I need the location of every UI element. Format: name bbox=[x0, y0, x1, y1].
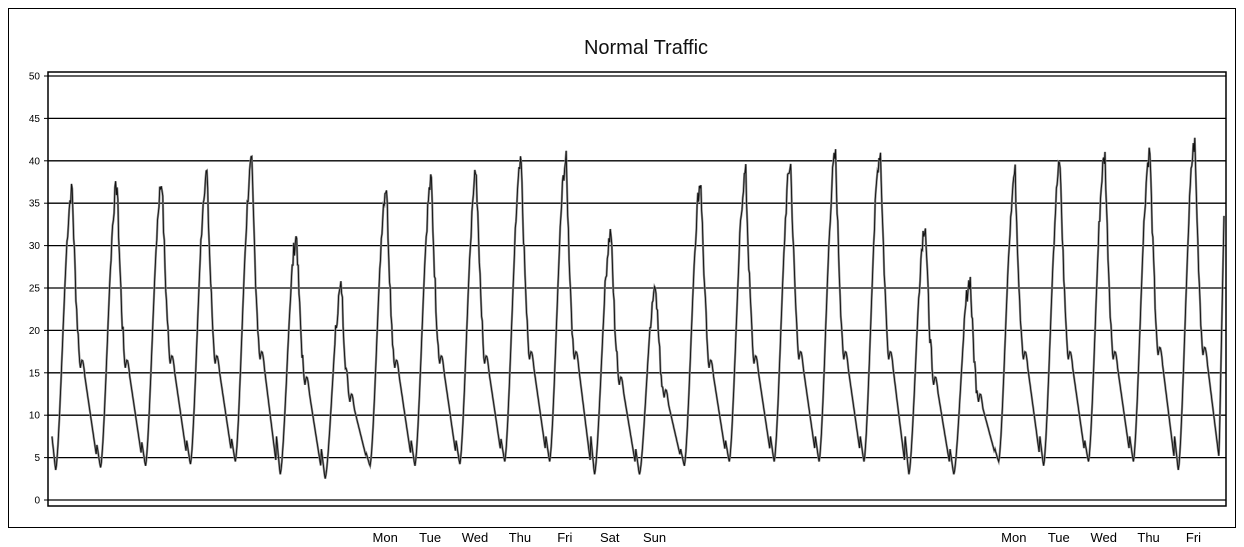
y-tick-label: 5 bbox=[34, 453, 40, 464]
plot-area-border bbox=[47, 71, 1227, 507]
y-tick-label: 40 bbox=[29, 156, 41, 167]
x-axis-day-labels: Mon Tue Wed Thu Fri Sat Sun Mon Tue Wed Thu Fri bbox=[373, 530, 1202, 545]
day-label: Mon bbox=[1001, 530, 1026, 545]
y-tick-label: 0 bbox=[34, 496, 40, 507]
y-tick-label: 25 bbox=[29, 284, 41, 295]
traffic-line bbox=[51, 137, 1225, 479]
day-label: Sun bbox=[643, 530, 666, 545]
chart-frame bbox=[8, 8, 1236, 528]
chart-title: Normal Traffic bbox=[584, 37, 708, 59]
day-label: Wed bbox=[1090, 530, 1117, 545]
y-axis: 0 5 10 15 20 25 30 35 40 45 50 bbox=[29, 72, 48, 507]
day-label: Fri bbox=[1186, 530, 1201, 545]
day-label: Thu bbox=[509, 530, 531, 545]
y-tick-label: 30 bbox=[29, 241, 41, 252]
day-label: Tue bbox=[1048, 530, 1070, 545]
day-label: Fri bbox=[557, 530, 572, 545]
y-tick-label: 20 bbox=[29, 326, 41, 337]
y-tick-label: 15 bbox=[29, 368, 41, 379]
day-label: Thu bbox=[1137, 530, 1159, 545]
day-label: Sat bbox=[600, 530, 620, 545]
y-tick-label: 45 bbox=[29, 114, 41, 125]
traffic-series bbox=[50, 137, 1226, 479]
y-tick-label: 10 bbox=[29, 411, 41, 422]
day-label: Mon bbox=[373, 530, 398, 545]
y-tick-label: 50 bbox=[29, 72, 41, 83]
day-label: Wed bbox=[462, 530, 489, 545]
gridlines bbox=[48, 75, 1226, 501]
y-tick-label: 35 bbox=[29, 199, 41, 210]
day-label: Tue bbox=[419, 530, 441, 545]
